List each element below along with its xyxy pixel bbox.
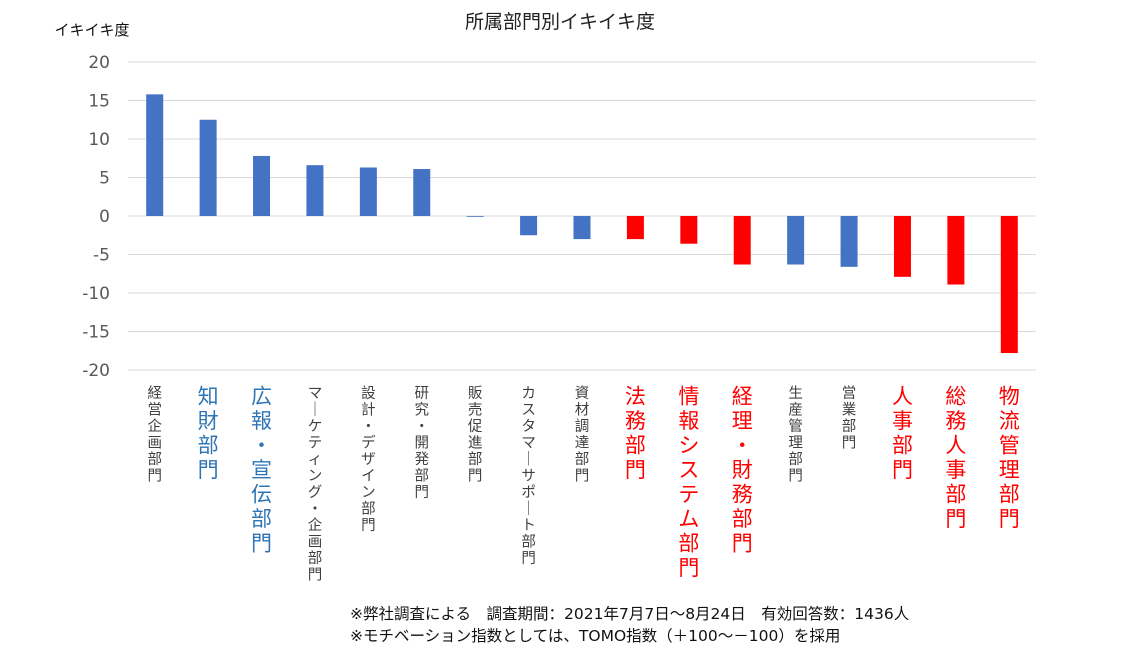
- bar: [733, 216, 751, 265]
- bar: [626, 216, 644, 240]
- bar: [253, 155, 271, 216]
- footnote-index: ※モチベーション指数としては、TOMO指数（＋100～－100）を採用: [350, 627, 841, 645]
- bar: [466, 216, 484, 217]
- bar: [840, 216, 858, 267]
- category-labels: 経営企画部門 知財部門 広報・宣伝部門 マ｜ケティング・企画部門 設計・デザイン部門 研究…: [147, 384, 1019, 583]
- y-tick-labels: 20 15 10 5 0 -5 -10 -15 -20: [82, 53, 110, 381]
- bar: [947, 216, 965, 285]
- category-label: 営業部門: [842, 385, 857, 452]
- bar: [359, 167, 377, 216]
- category-label: 経営企画部門: [147, 385, 162, 485]
- category-label: 販売促進部門: [468, 385, 483, 485]
- category-label: 知財部門: [198, 384, 219, 482]
- y-tick-label: 5: [99, 169, 110, 189]
- y-tick-label: 15: [88, 92, 110, 112]
- y-tick-label: 20: [88, 53, 110, 73]
- footnotes: ※弊社調査による 調査期間：2021年7月7日～8月24日 有効回答数：1436…: [350, 603, 909, 647]
- bars: [146, 94, 1018, 354]
- category-label: 広報・宣伝部門: [251, 384, 272, 555]
- bar: [146, 94, 164, 216]
- bar: [199, 119, 217, 216]
- category-label: 情報システム部門: [678, 384, 699, 579]
- category-label: 物流管理部門: [999, 384, 1020, 530]
- y-tick-label: 0: [99, 207, 110, 227]
- y-tick-label: -20: [82, 361, 110, 381]
- category-label: 総務人事部門: [945, 384, 966, 530]
- category-label: 法務部門: [625, 384, 646, 482]
- bar-chart: 所属部門別イキイキ度 イキイキ度 20 15 10 5 0 -5 -10 -15 -20 経営企…: [54, 11, 1036, 583]
- category-label: 経理・財務部門: [732, 384, 753, 555]
- bar: [1000, 216, 1018, 354]
- category-label: 設計・デザイン部門: [361, 385, 376, 534]
- bar: [680, 216, 698, 244]
- bar: [413, 169, 431, 216]
- bar: [893, 216, 911, 277]
- category-label: マ｜ケティング・企画部門: [308, 386, 323, 584]
- y-tick-label: -5: [93, 246, 110, 266]
- category-label: 人事部門: [892, 384, 913, 482]
- y-tick-label: -15: [82, 323, 110, 343]
- category-label: 生産管理部門: [788, 385, 803, 485]
- category-label: カスタマ｜サポ｜ト部門: [521, 386, 536, 567]
- category-label: 研究・開発部門: [415, 386, 430, 501]
- y-axis-label: イキイキ度: [54, 21, 129, 39]
- y-tick-label: 10: [88, 130, 110, 150]
- bar: [573, 216, 591, 240]
- bar: [306, 165, 324, 216]
- bar: [520, 216, 538, 236]
- bar: [787, 216, 805, 265]
- category-label: 資材調達部門: [575, 385, 590, 485]
- y-tick-label: -10: [82, 284, 110, 304]
- chart-title: 所属部門別イキイキ度: [465, 11, 655, 33]
- footnote-survey: ※弊社調査による 調査期間：2021年7月7日～8月24日 有効回答数：1436…: [350, 605, 910, 623]
